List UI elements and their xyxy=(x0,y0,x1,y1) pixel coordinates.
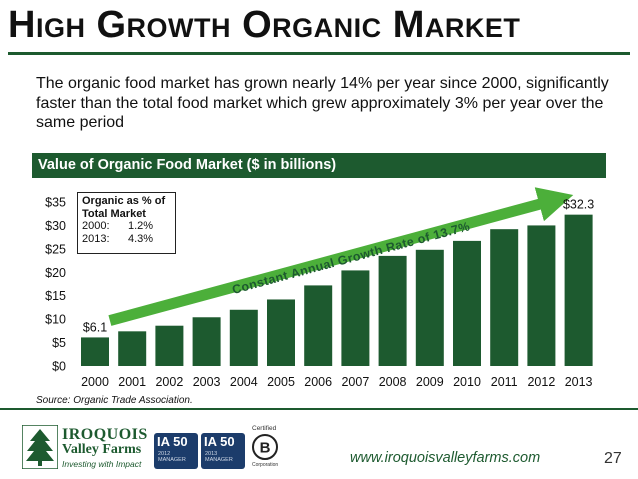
bar xyxy=(564,214,593,366)
tree-logo-icon xyxy=(22,425,58,469)
share-row: 2013: 4.3% xyxy=(82,233,171,246)
badge-main: IA 50 xyxy=(157,434,188,449)
x-tick-label: 2013 xyxy=(565,375,593,389)
x-tick-label: 2008 xyxy=(379,375,407,389)
bar xyxy=(527,225,556,366)
x-tick-label: 2001 xyxy=(118,375,146,389)
y-tick-label: $30 xyxy=(45,219,66,233)
x-tick-label: 2003 xyxy=(193,375,221,389)
y-tick-label: $10 xyxy=(45,313,66,327)
title-divider xyxy=(8,52,630,55)
x-tick-label: 2007 xyxy=(341,375,369,389)
y-tick-label: $5 xyxy=(52,336,66,350)
x-tick-label: 2000 xyxy=(81,375,109,389)
intro-text: The organic food market has grown nearly… xyxy=(36,75,609,131)
bar xyxy=(155,325,184,366)
source-note: Source: Organic Trade Association. xyxy=(36,395,193,406)
share-row-year: 2000: xyxy=(82,220,110,232)
share-heading-2: Total Market xyxy=(82,207,146,220)
badge-role: MANAGER xyxy=(158,457,186,463)
y-tick-label: $0 xyxy=(52,360,66,374)
bar xyxy=(304,285,333,366)
bar xyxy=(267,299,295,366)
x-tick-label: 2012 xyxy=(527,375,555,389)
x-tick-label: 2005 xyxy=(267,375,295,389)
bar xyxy=(341,270,370,366)
badge-year: 2013 xyxy=(205,451,218,457)
badge-sub: 2012 MANAGER xyxy=(158,451,186,463)
share-row-value: 4.3% xyxy=(128,232,154,245)
y-axis: $0 $5 $10 $15 $20 $25 $30 $35 xyxy=(45,196,66,374)
data-label: $32.3 xyxy=(563,198,594,212)
bar xyxy=(378,255,407,366)
share-row-year: 2013: xyxy=(82,232,110,245)
website-url[interactable]: www.iroquoisvalleyfarms.com xyxy=(350,450,541,466)
logo-title: IROQUOIS xyxy=(62,426,148,443)
x-tick-label: 2009 xyxy=(416,375,444,389)
badge-year: 2012 xyxy=(158,451,171,457)
ia50-badge-2012: IA 50 2012 MANAGER xyxy=(154,433,198,469)
bcorp-certified-label: Certified xyxy=(252,425,277,432)
badge-main: IA 50 xyxy=(204,434,235,449)
bcorp-corporation-label: Corporation xyxy=(252,462,279,468)
badge-role: MANAGER xyxy=(205,457,233,463)
footer-divider xyxy=(0,408,638,410)
y-tick-label: $15 xyxy=(45,289,66,303)
bar xyxy=(415,249,444,366)
data-label: $6.1 xyxy=(83,320,107,334)
organic-share-box: Organic as % of Total Market 2000: 1.2% 2… xyxy=(77,192,176,254)
slide-title: High Growth Organic Market xyxy=(8,4,521,46)
svg-text:B: B xyxy=(260,440,271,457)
x-tick-label: 2002 xyxy=(155,375,183,389)
bar xyxy=(118,331,147,366)
y-tick-label: $35 xyxy=(45,196,66,210)
page-number: 27 xyxy=(604,450,622,467)
organic-market-chart: $0$5$10$15$20$25$30$35 2000 2001 2002 2003 2… xyxy=(45,187,594,389)
bar xyxy=(81,337,109,366)
share-row-value: 1.2% xyxy=(128,220,154,232)
bcorp-logo-icon: B xyxy=(252,434,278,460)
bar-series xyxy=(81,214,593,366)
y-tick-label: $20 xyxy=(45,266,66,280)
x-axis: 2000 2001 2002 2003 2004 2005 2006 2007 2008 2009… xyxy=(81,375,592,389)
ia50-badge-2013: IA 50 2013 MANAGER xyxy=(201,433,245,469)
x-tick-label: 2010 xyxy=(453,375,481,389)
bar xyxy=(453,240,481,366)
growth-arrow-layer: Constant Annual Growth Rate of 13.7% xyxy=(108,187,574,326)
badge-sub: 2013 MANAGER xyxy=(205,451,233,463)
chart-title-band: Value of Organic Food Market ($ in billi… xyxy=(32,153,606,178)
x-tick-label: 2011 xyxy=(491,375,518,389)
logo-subtitle: Valley Farms xyxy=(62,442,142,457)
x-tick-label: 2006 xyxy=(304,375,332,389)
share-row: 2000: 1.2% xyxy=(82,220,171,233)
data-labels: $6.1 $32.3 xyxy=(83,198,594,335)
y-tick-label: $25 xyxy=(45,242,66,256)
bar xyxy=(490,229,519,366)
bar xyxy=(192,317,221,366)
bar xyxy=(229,309,258,366)
growth-arrow xyxy=(108,187,574,326)
logo-tagline: Investing with Impact xyxy=(62,459,142,469)
x-tick-label: 2004 xyxy=(230,375,258,389)
share-heading-1: Organic as % of xyxy=(82,195,166,207)
